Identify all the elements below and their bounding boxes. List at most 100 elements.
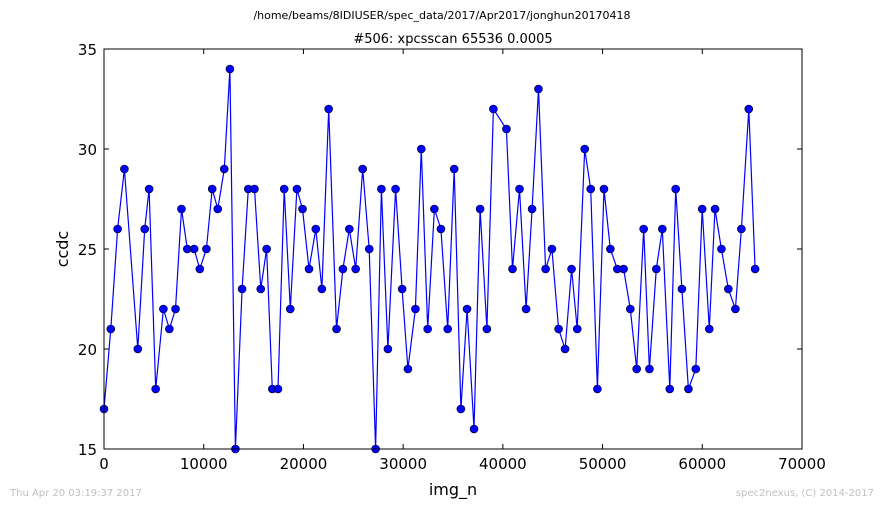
data-point	[317, 284, 327, 294]
data-point	[704, 324, 714, 334]
data-point	[324, 104, 333, 114]
data-point	[527, 204, 537, 214]
data-point	[403, 364, 413, 374]
data-point	[207, 184, 217, 194]
x-axis-label: img_n	[429, 480, 477, 500]
data-point	[677, 284, 687, 294]
data-point	[285, 304, 295, 314]
data-point	[213, 204, 223, 214]
data-point	[606, 244, 615, 254]
y-axis-label: ccdc	[53, 231, 72, 268]
data-point	[250, 184, 259, 194]
data-point	[580, 144, 590, 154]
data-point	[560, 344, 570, 354]
data-point	[671, 184, 680, 194]
y-tick-label: 15	[78, 441, 97, 459]
data-point	[697, 204, 707, 214]
data-point	[443, 324, 453, 334]
data-point	[344, 224, 354, 234]
data-point	[436, 224, 446, 234]
data-point	[411, 304, 420, 314]
data-point	[219, 164, 229, 174]
data-point	[541, 264, 550, 274]
data-point	[599, 184, 609, 194]
data-point	[639, 224, 648, 234]
data-point	[625, 304, 635, 314]
data-point	[547, 244, 557, 254]
data-point	[684, 384, 693, 394]
x-tick-label: 70000	[778, 455, 826, 473]
data-point	[383, 344, 393, 354]
data-point	[262, 244, 271, 254]
x-tick-label: 50000	[579, 455, 627, 473]
data-point	[632, 364, 641, 374]
x-tick-label: 20000	[280, 455, 328, 473]
data-point	[645, 364, 654, 374]
data-point	[475, 204, 485, 214]
series-line	[103, 68, 756, 450]
chart-title: #506: xpcsscan 65536 0.0005	[353, 32, 552, 47]
data-point	[144, 184, 154, 194]
y-tick-label: 25	[78, 241, 97, 259]
data-point	[332, 324, 341, 334]
data-point	[279, 184, 289, 194]
data-point	[430, 204, 439, 214]
data-point	[750, 264, 760, 274]
x-tick-label: 10000	[180, 455, 228, 473]
x-tick-label: 60000	[678, 455, 726, 473]
data-point	[113, 224, 122, 234]
footer-credit: spec2nexus, (C) 2014-2017	[735, 488, 874, 499]
data-point	[304, 264, 314, 274]
data-point	[311, 224, 321, 234]
data-point	[364, 244, 374, 254]
suptitle-filepath: /home/beams/8IDIUSER/spec_data/2017/Apr2…	[253, 9, 631, 22]
data-point	[652, 264, 661, 274]
data-point	[489, 104, 498, 114]
data-point	[120, 164, 129, 174]
data-point	[724, 284, 733, 294]
x-tick-label: 40000	[479, 455, 527, 473]
data-point	[133, 344, 143, 354]
data-point	[159, 304, 168, 314]
data-point	[237, 284, 247, 294]
data-point	[256, 284, 266, 294]
data-point	[534, 84, 543, 94]
data-point	[449, 164, 459, 174]
data-point	[665, 384, 675, 394]
data-point	[691, 364, 701, 374]
data-point	[397, 284, 407, 294]
data-point	[586, 184, 596, 194]
data-point	[391, 184, 400, 194]
data-point	[710, 204, 720, 214]
data-point	[619, 264, 628, 274]
y-tick-label: 35	[78, 41, 97, 59]
data-point	[508, 264, 517, 274]
data-point	[502, 124, 511, 134]
data-point	[658, 224, 667, 234]
data-point	[338, 264, 348, 274]
data-point	[351, 264, 360, 274]
data-point	[416, 144, 426, 154]
data-point	[572, 324, 582, 334]
y-tick-label: 20	[78, 341, 97, 359]
x-tick-label: 30000	[379, 455, 427, 473]
data-point	[462, 304, 472, 314]
data-point	[106, 324, 116, 334]
data-point	[358, 164, 367, 174]
data-point	[189, 244, 199, 254]
data-point	[292, 184, 302, 194]
data-point	[177, 204, 186, 214]
data-point	[717, 244, 726, 254]
data-point	[423, 324, 432, 334]
data-point	[171, 304, 180, 314]
data-point	[298, 204, 307, 214]
data-point	[225, 64, 235, 74]
data-point	[744, 104, 754, 114]
data-point	[377, 184, 386, 194]
data-point	[469, 424, 479, 434]
data-point	[567, 264, 576, 274]
y-tick-label: 30	[78, 141, 97, 159]
data-point	[273, 384, 283, 394]
data-point	[593, 384, 602, 394]
data-point	[482, 324, 492, 334]
